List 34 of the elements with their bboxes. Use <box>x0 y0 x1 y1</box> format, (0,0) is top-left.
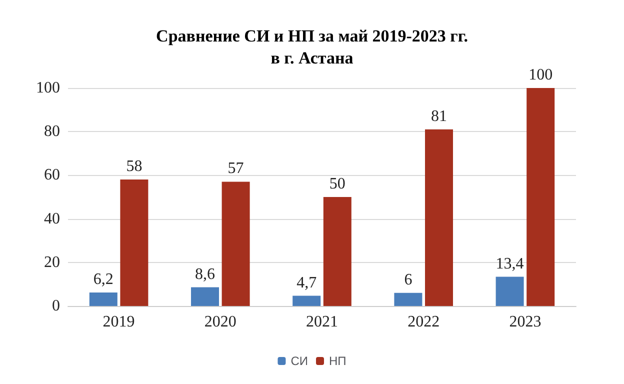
bar <box>425 129 453 306</box>
data-label: 6 <box>404 271 412 288</box>
bar <box>292 296 321 306</box>
data-label: 100 <box>528 66 553 84</box>
bar <box>394 292 422 306</box>
bar <box>191 287 219 306</box>
bar <box>526 88 555 306</box>
y-tick-label: 0 <box>52 298 60 314</box>
data-label: 50 <box>329 176 346 192</box>
x-tick-label: 2019 <box>102 314 135 330</box>
x-tick-label: 2023 <box>509 314 542 330</box>
bar <box>120 180 148 306</box>
data-label: 13,4 <box>496 255 524 272</box>
y-tick-label: 80 <box>44 123 60 140</box>
data-label: 6,2 <box>93 270 114 288</box>
y-tick-label: 100 <box>36 80 60 96</box>
y-tick-label: 40 <box>44 210 60 228</box>
chart-title: Сравнение СИ и НП за май 2019-2023 гг. в г. Астана <box>156 26 468 68</box>
bar <box>89 292 118 306</box>
data-label: 4,7 <box>296 274 317 292</box>
data-label: 57 <box>228 160 244 178</box>
y-tick-label: 20 <box>44 254 60 271</box>
legend-label: СИ <box>290 354 308 368</box>
data-label: 58 <box>126 158 142 176</box>
legend-label: НП <box>329 354 346 368</box>
data-label: 8,6 <box>195 266 215 283</box>
x-tick-label: 2022 <box>408 314 440 330</box>
x-tick-label: 2020 <box>204 314 236 330</box>
bar <box>323 197 352 306</box>
bar <box>496 276 524 306</box>
bar <box>222 182 250 306</box>
data-label: 81 <box>431 108 447 125</box>
x-tick-label: 2021 <box>306 314 338 330</box>
y-tick-label: 60 <box>44 166 60 184</box>
